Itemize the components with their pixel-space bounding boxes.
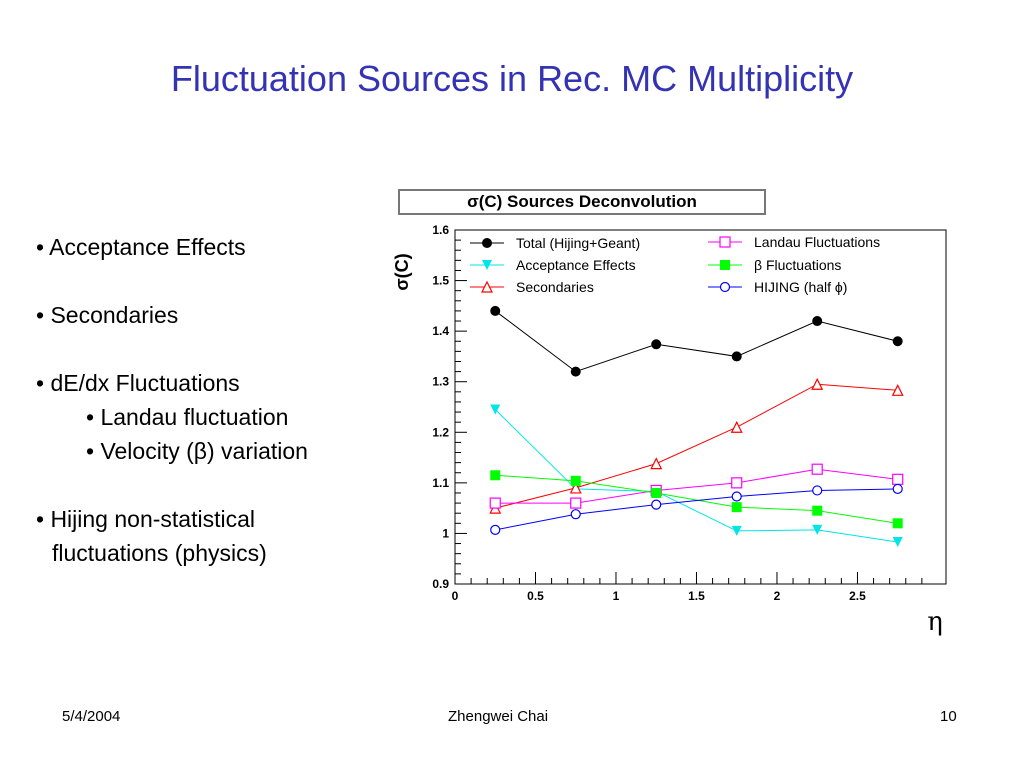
series-line [495,474,898,524]
data-point [650,457,663,470]
x-tick-label: 1.5 [688,589,705,603]
legend-label: β Fluctuations [754,257,841,273]
data-point [811,463,823,475]
data-point [731,351,742,362]
slide-title: Fluctuation Sources in Rec. MC Multiplic… [170,58,854,99]
bullet-secondaries: • Secondaries [36,302,179,328]
data-point [731,477,743,489]
footer-author: Zhengwei Chai [448,708,549,725]
y-tick-label: 1.2 [432,425,449,439]
y-tick-label: 1 [442,526,449,540]
data-point [812,316,823,327]
x-axis-label: η [927,607,943,637]
legend-label: HIJING (half ϕ) [754,279,847,295]
data-point [812,485,823,496]
data-point [731,491,742,502]
footer-page-number: 10 [940,708,957,725]
x-tick-label: 2.5 [849,589,866,603]
data-point [892,518,903,529]
y-tick-label: 1.3 [432,375,449,389]
y-tick-label: 1.6 [432,223,449,237]
data-point [891,383,904,396]
data-point [731,502,742,513]
data-point [570,366,581,377]
chart-title: σ(C) Sources Deconvolution [398,189,766,215]
x-tick-label: 0.5 [527,589,544,603]
y-tick-label: 0.9 [432,577,449,591]
series-line [494,409,898,543]
data-point [892,473,904,485]
data-point [490,470,501,481]
bullet-list: • Acceptance Effects • Secondaries • dE/… [36,230,308,570]
data-point [651,487,662,498]
data-point [892,537,903,548]
legend-marker [481,280,493,293]
bullet-hijing-cont: fluctuations (physics) [52,540,267,566]
data-point [892,483,903,495]
bullet-acceptance: • Acceptance Effects [36,234,246,260]
data-point [569,481,582,494]
legend-marker [482,260,492,270]
legend-marker [719,281,731,293]
data-point [490,524,501,535]
legend-label: Acceptance Effects [516,257,636,273]
legend-label: Total (Hijing+Geant) [516,235,640,251]
data-point [489,497,501,509]
data-point [651,499,662,510]
data-point [812,505,823,516]
legend-label: Landau Fluctuations [754,234,880,250]
series-line [495,383,898,509]
data-point [570,475,581,486]
data-point [570,497,582,509]
x-tick-label: 0 [452,589,459,603]
data-point [570,509,581,520]
data-point [490,404,501,415]
data-point [490,305,501,316]
series-line [495,488,898,531]
data-point [892,336,903,347]
data-point [730,420,743,433]
data-point [731,525,742,536]
bullet-landau: • Landau fluctuation [86,404,289,430]
x-tick-label: 2 [774,589,781,603]
series-line [494,310,898,373]
legend-marker [720,260,730,270]
bullet-hijing: • Hijing non-statistical [36,506,255,532]
data-point [811,377,824,390]
y-tick-label: 1.1 [432,476,449,490]
y-tick-label: 1.5 [432,274,449,288]
bullet-dedx: • dE/dx Fluctuations [36,370,240,396]
data-point [651,339,662,350]
bullet-velocity: • Velocity (β) variation [86,438,308,464]
y-tick-label: 1.4 [432,324,449,338]
y-axis-label: σ(C) [392,253,412,290]
data-point [812,524,823,535]
plot-frame [454,229,947,585]
footer-date: 5/4/2004 [62,708,121,725]
series-line [495,468,898,504]
legend-label: Secondaries [516,279,594,295]
x-tick-label: 1 [613,589,620,603]
legend-marker [719,236,731,248]
legend-marker [482,238,492,248]
